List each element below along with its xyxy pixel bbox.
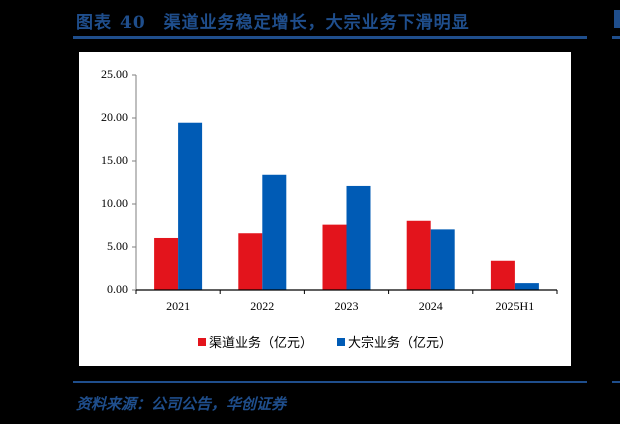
chart-legend: 渠道业务（亿元） 大宗业务（亿元） xyxy=(79,332,571,351)
legend-swatch xyxy=(337,337,345,346)
legend-label: 大宗业务（亿元） xyxy=(348,336,453,351)
legend-label: 渠道业务（亿元） xyxy=(208,336,313,351)
bar-bulk xyxy=(262,174,287,290)
bar-bulk xyxy=(514,283,539,290)
bar-bulk xyxy=(346,185,371,290)
y-tick-label: 10.00 xyxy=(101,196,128,210)
title-divider xyxy=(73,36,587,39)
source-divider xyxy=(73,381,587,383)
bar-chart xyxy=(132,74,558,294)
y-tick-label: 25.00 xyxy=(101,67,128,81)
figure-number: 40 xyxy=(120,13,146,33)
y-tick-label: 5.00 xyxy=(107,239,128,253)
x-tick-label: 2021 xyxy=(166,299,191,313)
bar-bulk xyxy=(178,122,203,290)
legend-item-channel: 渠道业务（亿元） xyxy=(197,332,313,351)
figure-label: 图表 xyxy=(76,13,112,33)
bar-channel xyxy=(322,224,347,290)
bar-bulk xyxy=(430,229,455,290)
bar-channel xyxy=(490,260,515,290)
y-tick-label: 0.00 xyxy=(107,282,128,296)
figure-title: 图表 40 渠道业务稳定增长，大宗业务下滑明显 xyxy=(76,8,470,33)
bar-channel xyxy=(154,237,179,290)
legend-swatch xyxy=(197,337,206,346)
bar-channel xyxy=(406,220,431,290)
adjacent-source-divider xyxy=(612,381,620,383)
legend-item-bulk: 大宗业务（亿元） xyxy=(337,332,452,351)
adjacent-figure-divider xyxy=(612,36,620,39)
adjacent-figure-fragment xyxy=(614,10,620,28)
x-tick-label: 2022 xyxy=(250,299,275,313)
figure-title-text: 渠道业务稳定增长，大宗业务下滑明显 xyxy=(163,13,470,33)
bar-channel xyxy=(238,233,263,290)
y-tick-label: 20.00 xyxy=(101,110,128,124)
source-note: 资料来源：公司公告，华创证券 xyxy=(76,395,287,413)
chart-panel: 0.00 5.00 10.00 15.00 20.00 25.00 2021 2022 202… xyxy=(79,52,571,366)
y-tick-label: 15.00 xyxy=(101,153,128,167)
x-tick-label: 2023 xyxy=(334,299,359,313)
x-tick-label: 2025H1 xyxy=(495,299,535,313)
x-tick-label: 2024 xyxy=(418,299,443,313)
